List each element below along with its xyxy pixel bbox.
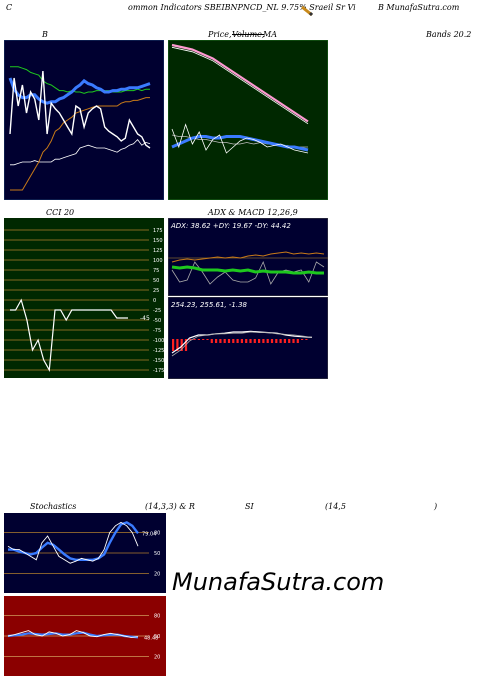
rsi-value-label: 48.48 bbox=[144, 635, 158, 641]
macd-histogram-bar bbox=[223, 339, 226, 343]
macd-histogram-bar bbox=[206, 339, 209, 340]
rsi-tick-label: 20 bbox=[154, 654, 160, 660]
stoch-d-line bbox=[8, 521, 139, 561]
macd-histogram-bar bbox=[232, 339, 235, 343]
pm-price-line bbox=[171, 123, 309, 154]
stoch-tick-label: 20 bbox=[154, 571, 160, 577]
macd-histogram-bar bbox=[266, 339, 269, 343]
cci-tick-label: -150 bbox=[153, 358, 164, 364]
rsi-tick-label: 50 bbox=[154, 634, 160, 640]
cci-tick-label: -100 bbox=[153, 338, 164, 344]
macd-histogram-bar bbox=[296, 339, 299, 343]
macd-histogram-bar bbox=[172, 339, 175, 351]
macd-histogram-bar bbox=[270, 339, 274, 343]
stoch-tick-label: 50 bbox=[154, 551, 160, 557]
adx-gray-line bbox=[171, 260, 325, 285]
macd-label: 254.23, 255.61, -1.38 bbox=[171, 301, 248, 309]
cci-tick-label: 25 bbox=[153, 288, 159, 294]
stoch-value-label: 79.04 bbox=[142, 531, 156, 537]
cci-panel: 175 150 125 100 75 50 25 0 -25 -50 -75 -100 -125 -150… bbox=[4, 218, 164, 378]
pm-top-ma-thin-line bbox=[171, 46, 309, 125]
macd-histogram-bar bbox=[275, 339, 278, 343]
bands-title: Bands 20.2 bbox=[426, 30, 472, 39]
cci-tick-label: -75 bbox=[153, 328, 161, 334]
macd-histogram-bar bbox=[193, 339, 196, 340]
volume-title: Volume, bbox=[232, 30, 265, 39]
ma-title: MA bbox=[263, 30, 277, 39]
macd-line bbox=[171, 330, 313, 354]
price-ma-panel bbox=[168, 40, 328, 200]
macd-histogram-bar bbox=[176, 339, 179, 351]
macd-panel: 254.23, 255.61, -1.38 bbox=[168, 297, 328, 379]
macd-histogram-bar bbox=[236, 339, 239, 343]
rsi-panel: 80 50 20 48.48 bbox=[4, 596, 166, 676]
header-title: ommon Indicators SBEIBNPNCD_NL 9.75% Sra… bbox=[128, 3, 356, 12]
macd-histogram-bar bbox=[227, 339, 231, 343]
header-c: C bbox=[6, 3, 13, 12]
macd-histogram-bar bbox=[245, 339, 248, 343]
cci-value-label: -45 bbox=[140, 315, 150, 322]
macd-histogram-bar bbox=[305, 339, 308, 340]
macd-histogram-bar bbox=[189, 339, 192, 340]
bb-price-line bbox=[9, 70, 151, 149]
macd-histogram-bar bbox=[215, 339, 218, 343]
pm-top-ma-line bbox=[171, 43, 309, 123]
adx-plus-line bbox=[171, 251, 325, 263]
cci-tick-label: -25 bbox=[153, 308, 161, 314]
stoch-title-b: (14,3,3) & R bbox=[145, 502, 195, 511]
stoch-tick-label: 80 bbox=[154, 531, 160, 537]
header-right: B MunafaSutra.com bbox=[378, 3, 460, 12]
macd-histogram-bar bbox=[240, 339, 243, 343]
macd-histogram-bar bbox=[253, 339, 256, 343]
stoch-title-a: Stochastics bbox=[30, 502, 77, 511]
cci-tick-label: 50 bbox=[153, 278, 159, 284]
cci-line bbox=[10, 298, 128, 372]
macd-histogram-bar bbox=[292, 339, 295, 343]
adx-panel: ADX: 38.62 +DY: 19.67 -DY: 44.42 bbox=[168, 218, 328, 296]
bollinger-panel bbox=[4, 40, 164, 200]
cci-tick-label: 0 bbox=[153, 298, 156, 304]
macd-histogram-bar bbox=[210, 339, 213, 343]
stoch-k-line bbox=[7, 521, 139, 564]
macd-histogram-bar bbox=[219, 339, 222, 343]
stoch-title-d: (14,5 bbox=[325, 502, 346, 511]
macd-histogram-bar bbox=[262, 339, 265, 343]
stochastics-panel: 80 50 20 79.04 bbox=[4, 513, 166, 593]
macd-histogram-bar bbox=[258, 339, 261, 343]
cci-tick-label: -50 bbox=[153, 318, 161, 324]
bb-upper-line bbox=[10, 66, 150, 94]
rsi-line bbox=[7, 630, 139, 638]
cci-tick-label: 75 bbox=[153, 268, 159, 274]
macd-histogram-bar bbox=[180, 339, 183, 351]
bb-title: B bbox=[42, 30, 48, 39]
bb-ma-line bbox=[8, 77, 151, 105]
adx-title: ADX & MACD 12,26,9 bbox=[208, 208, 298, 217]
adx-green-line bbox=[171, 265, 324, 275]
macd-histogram-bar bbox=[249, 339, 252, 343]
watermark: MunafaSutra.com bbox=[172, 568, 385, 596]
macd-histogram-bar bbox=[288, 339, 291, 343]
stoch-title-e: ) bbox=[434, 502, 438, 511]
macd-histogram-bar bbox=[202, 339, 205, 340]
cci-tick-label: -175 bbox=[153, 368, 164, 374]
rsi-tick-label: 80 bbox=[154, 614, 160, 620]
cci-title: CCI 20 bbox=[46, 208, 75, 217]
cci-tick-label: 150 bbox=[153, 238, 163, 244]
macd-histogram-bar bbox=[279, 339, 282, 343]
macd-signal-line bbox=[171, 331, 313, 357]
bb-middle-thin-line bbox=[10, 138, 151, 166]
cci-tick-label: 125 bbox=[153, 248, 163, 254]
cci-tick-label: -125 bbox=[153, 348, 164, 354]
cci-tick-label: 100 bbox=[153, 258, 163, 264]
macd-histogram-bar bbox=[301, 339, 304, 340]
price-title: Price, bbox=[208, 30, 232, 39]
adx-label: ADX: 38.62 +DY: 19.67 -DY: 44.42 bbox=[170, 222, 291, 230]
stoch-title-c: SI bbox=[245, 502, 254, 511]
pm-blue-ma-line bbox=[171, 135, 309, 152]
pen-icon bbox=[301, 1, 314, 17]
cci-tick-label: 175 bbox=[153, 228, 163, 234]
macd-histogram-bar bbox=[197, 339, 200, 340]
macd-histogram-bar bbox=[283, 339, 286, 343]
